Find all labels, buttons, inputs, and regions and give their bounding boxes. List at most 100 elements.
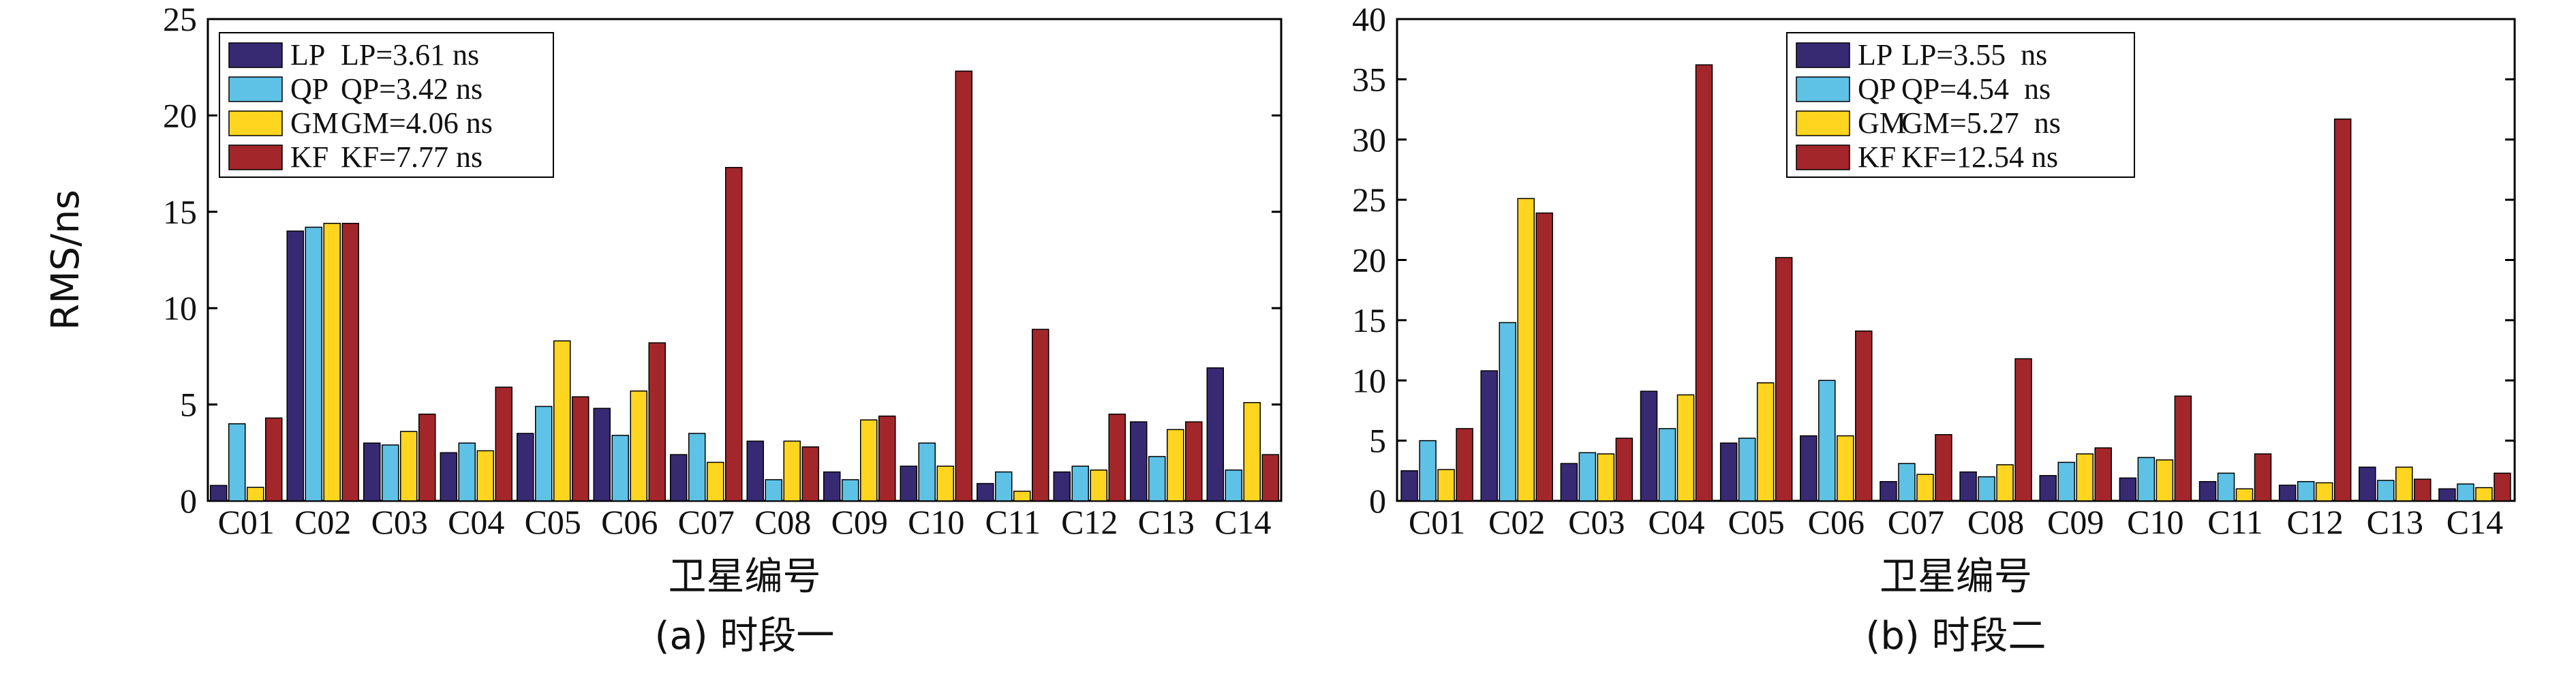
- bar-lp-c12: [1053, 471, 1071, 502]
- bar-kf-c01: [265, 417, 283, 502]
- bar-lp-c14: [1206, 367, 1224, 502]
- x-tick-label: C01: [1409, 503, 1465, 541]
- y-tick-label: 5: [180, 386, 197, 424]
- bar-qp-c04: [458, 442, 476, 502]
- chart-panel-a: 0 5 10 15 20 25 C01 C02 C03 C04 C05 C06 C07 C08 C09 C10…: [44, 0, 1283, 658]
- legend-swatch-gm: [1796, 110, 1850, 136]
- bar-kf-c08: [801, 446, 819, 502]
- bar-gm-c03: [1597, 453, 1615, 502]
- bar-lp-c03: [363, 442, 381, 502]
- bar-gm-c06: [1837, 435, 1854, 502]
- bar-lp-c06: [1800, 435, 1818, 502]
- bar-gm-c08: [783, 440, 801, 502]
- y-tick-label: 25: [1352, 181, 1386, 219]
- bar-kf-c14: [1261, 454, 1279, 502]
- bar-kf-c10: [955, 70, 972, 502]
- bar-qp-c13: [1148, 456, 1166, 502]
- bar-kf-c03: [418, 413, 436, 502]
- x-tick-label: C03: [371, 503, 428, 541]
- x-tick-label: C11: [2207, 503, 2263, 541]
- bar-qp-c06: [611, 435, 629, 502]
- bar-kf-c12: [2333, 118, 2352, 502]
- bar-qp-c09: [2057, 461, 2075, 502]
- legend-label: QP: [290, 72, 328, 106]
- legend-swatch-qp: [228, 76, 283, 102]
- bar-kf-c04: [495, 386, 512, 502]
- bar-gm-c13: [1167, 429, 1184, 502]
- x-tick-label: C10: [908, 503, 964, 541]
- bar-gm-c07: [707, 461, 724, 502]
- legend-label: KF: [1858, 140, 1896, 174]
- bar-gm-c01: [1437, 469, 1455, 502]
- x-tick-label: C13: [1138, 503, 1195, 541]
- x-tick-label: C03: [1568, 503, 1625, 541]
- bar-lp-c10: [900, 465, 917, 502]
- bar-qp-c10: [2137, 457, 2156, 502]
- bar-gm-c13: [2395, 466, 2413, 502]
- y-tick-label: 40: [1352, 0, 1386, 38]
- bar-lp-c06: [593, 408, 611, 502]
- legend-swatch-gm: [228, 110, 283, 136]
- bar-kf-c10: [2174, 395, 2192, 502]
- bar-lp-c07: [670, 454, 688, 502]
- bar-qp-c12: [1071, 465, 1089, 502]
- bar-lp-c09: [823, 471, 841, 502]
- bar-gm-c10: [936, 465, 954, 502]
- bar-gm-c02: [323, 223, 341, 502]
- chart-panel-b: 0 5 10 15 20 25 30 35 40 C01 C02 C03 C04 C05 C06 C07 C08…: [1352, 0, 2516, 658]
- bar-qp-c08: [1978, 476, 1995, 502]
- bar-kf-c12: [1108, 413, 1126, 502]
- bar-gm-c11: [2235, 488, 2254, 502]
- bar-gm-c14: [2475, 487, 2493, 502]
- legend-swatch-kf: [228, 144, 283, 170]
- x-axis-label: 卫星编号: [1880, 555, 2032, 599]
- bar-lp-c07: [1880, 480, 1897, 502]
- bar-kf-c14: [2494, 472, 2511, 502]
- legend-label: QP: [1858, 72, 1896, 106]
- legend-swatch-kf: [1796, 144, 1850, 170]
- bar-gm-c12: [2315, 482, 2333, 502]
- bar-lp-c04: [440, 452, 457, 502]
- x-tick-label: C09: [831, 503, 888, 541]
- x-tick-label: C12: [2286, 503, 2343, 541]
- legend-label: LP: [1858, 38, 1892, 72]
- bar-gm-c07: [1916, 474, 1934, 502]
- bar-qp-c03: [1578, 452, 1597, 502]
- bar-qp-c14: [2457, 483, 2474, 502]
- bar-qp-c03: [382, 444, 399, 502]
- legend-label: LP: [290, 38, 325, 72]
- bar-gm-c08: [1996, 464, 2014, 502]
- legend-swatch-qp: [1796, 76, 1850, 102]
- y-tick-label: 20: [1352, 241, 1386, 279]
- bar-kf-c08: [2014, 358, 2032, 502]
- x-tick-label: C07: [678, 503, 735, 541]
- x-tick-label: C02: [1488, 503, 1545, 541]
- bar-qp-c07: [688, 433, 706, 502]
- bar-lp-c05: [517, 433, 534, 502]
- x-tick-label: C13: [2367, 503, 2423, 541]
- y-tick-label: 0: [1369, 482, 1386, 520]
- bar-kf-c11: [1032, 328, 1049, 502]
- legend-value: KF=7.77 ns: [341, 140, 482, 174]
- bar-kf-c07: [1935, 434, 1952, 502]
- bar-lp-c10: [2119, 477, 2137, 502]
- bar-lp-c08: [1959, 471, 1977, 502]
- bar-lp-c02: [286, 230, 304, 502]
- y-tick-label: 15: [1352, 301, 1386, 339]
- legend-value: LP=3.61 ns: [341, 38, 479, 72]
- bar-gm-c04: [1676, 394, 1695, 502]
- y-axis-label: RMS/ns: [44, 189, 88, 330]
- bar-qp-c02: [1499, 322, 1516, 502]
- x-tick-label: C08: [754, 503, 811, 541]
- bar-gm-c06: [630, 390, 647, 502]
- bar-gm-c10: [2156, 459, 2174, 502]
- y-tick-label: 0: [180, 482, 197, 520]
- y-tick-label: 20: [163, 96, 197, 134]
- legend-value: GM=5.27 ns: [1901, 106, 2061, 140]
- bar-lp-c01: [1400, 470, 1418, 502]
- bar-gm-c09: [2076, 453, 2094, 502]
- x-tick-label: C14: [2447, 503, 2503, 541]
- bar-gm-c09: [860, 419, 878, 502]
